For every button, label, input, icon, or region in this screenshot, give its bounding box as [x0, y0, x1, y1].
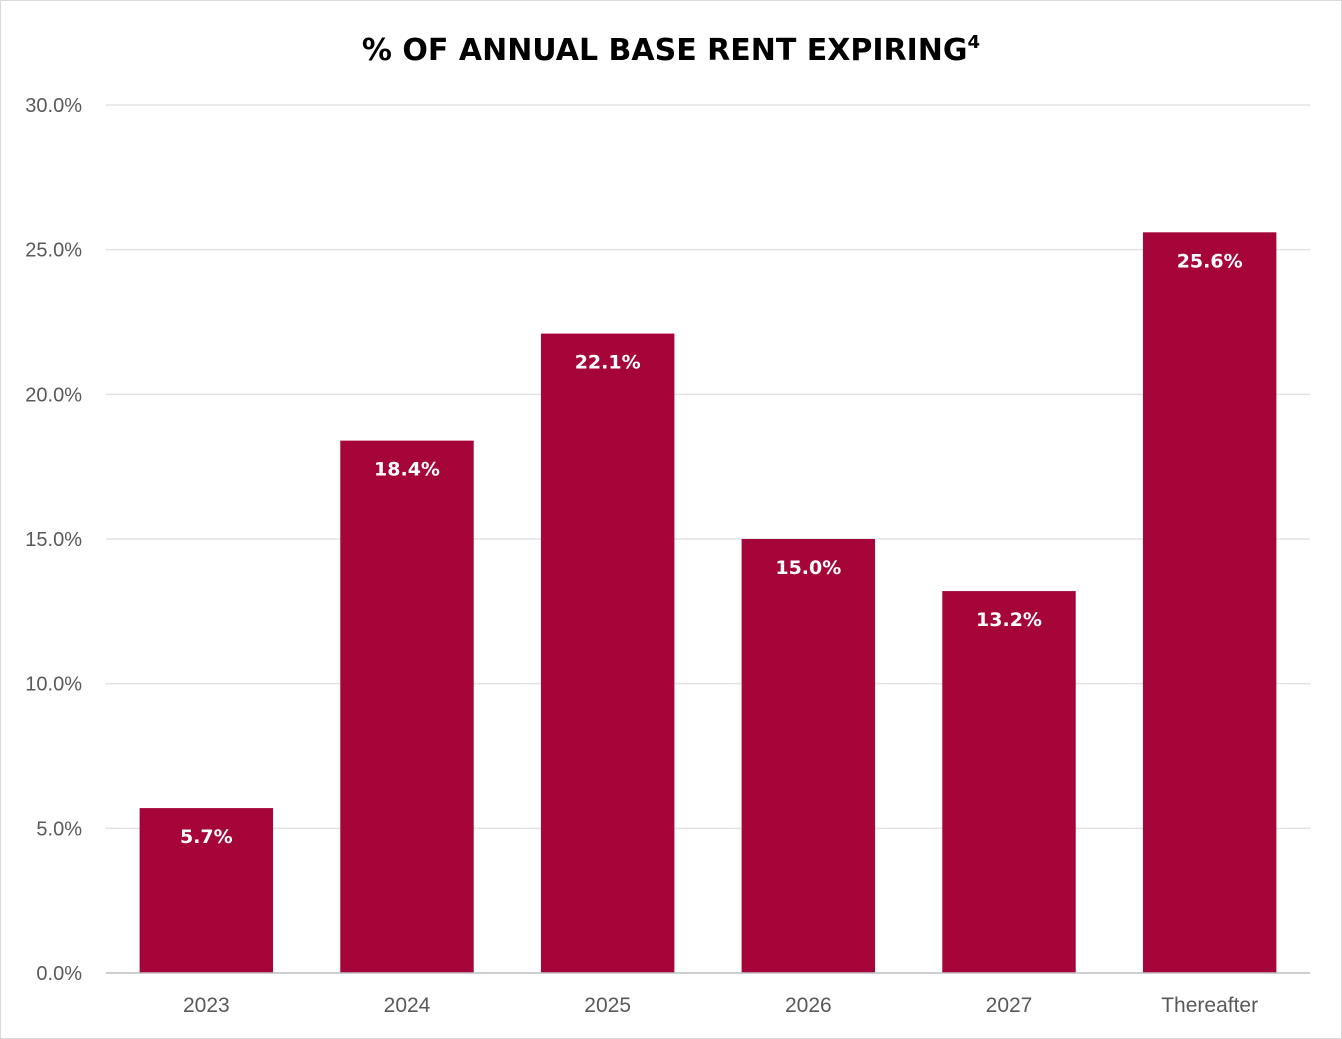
bar	[942, 591, 1076, 973]
chart-title: % OF ANNUAL BASE RENT EXPIRING4	[362, 32, 980, 68]
bar	[741, 539, 876, 973]
bar	[1142, 232, 1277, 974]
x-tick-label: 2027	[986, 994, 1033, 1017]
bar	[340, 440, 474, 973]
x-tick-label: 2023	[183, 994, 230, 1017]
data-label: 22.1%	[575, 352, 641, 374]
y-tick-label: 5.0%	[36, 818, 82, 840]
data-label: 13.2%	[976, 609, 1042, 631]
chart-title-superscript: 4	[968, 32, 981, 53]
y-tick-label: 10.0%	[25, 674, 82, 696]
y-tick-label: 0.0%	[36, 963, 82, 985]
data-label: 15.0%	[775, 557, 841, 579]
bar	[139, 808, 274, 973]
y-tick-label: 30.0%	[25, 95, 82, 117]
y-tick-label: 25.0%	[25, 240, 82, 262]
bars	[139, 232, 1277, 974]
chart-title-text: % OF ANNUAL BASE RENT EXPIRING	[362, 33, 968, 68]
data-label: 25.6%	[1177, 250, 1243, 272]
x-axis-ticks: 2023 2024 2025 2026 2027 Thereafter	[183, 994, 1258, 1017]
y-tick-label: 15.0%	[25, 529, 82, 551]
data-labels: 5.7% 18.4% 22.1% 15.0% 13.2% 25.6%	[180, 250, 1243, 848]
x-tick-label: 2024	[384, 994, 431, 1017]
bar	[540, 333, 675, 973]
data-label: 5.7%	[180, 826, 233, 848]
data-label: 18.4%	[374, 459, 440, 481]
x-tick-label: 2026	[785, 994, 832, 1017]
gridlines	[106, 104, 1310, 830]
x-tick-label: Thereafter	[1161, 994, 1258, 1017]
x-tick-label: 2025	[584, 994, 631, 1017]
y-tick-label: 20.0%	[25, 384, 82, 406]
y-axis-ticks: 0.0% 5.0% 10.0% 15.0% 20.0% 25.0% 30.0%	[25, 95, 82, 985]
